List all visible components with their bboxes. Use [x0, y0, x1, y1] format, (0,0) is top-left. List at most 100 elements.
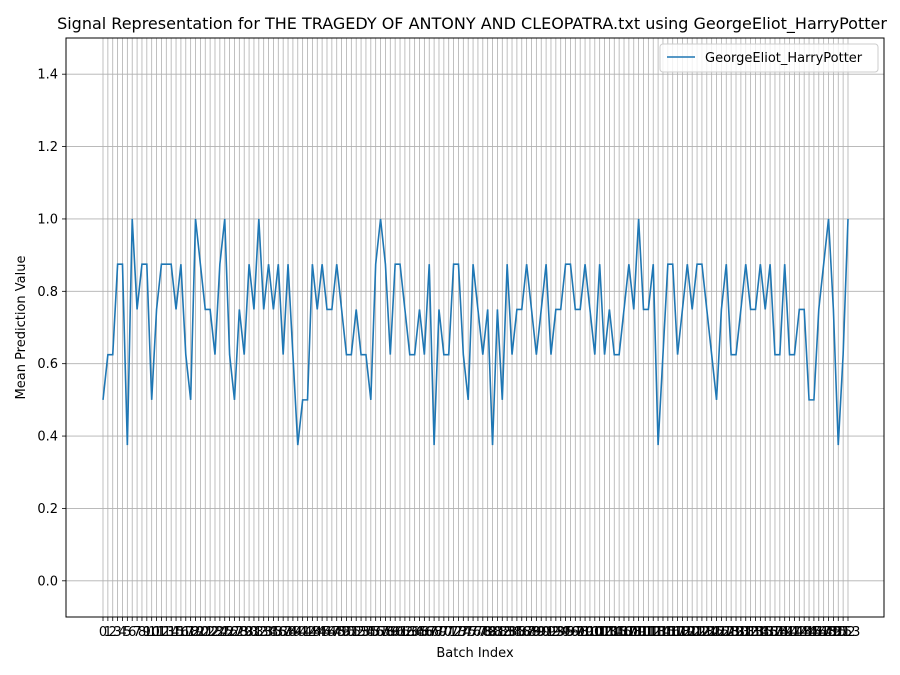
x-tick-label: 92: [543, 625, 560, 640]
x-tick-label: 55: [363, 625, 380, 640]
x-tick-label: 15: [168, 625, 185, 640]
x-tick-label: 5: [123, 625, 131, 640]
x-tick-label: 52: [348, 625, 365, 640]
x-tick-label: 48: [328, 625, 345, 640]
x-tick-label: 136: [753, 625, 778, 640]
x-tick-label: 54: [358, 625, 375, 640]
x-tick-label: 94: [552, 625, 569, 640]
x-tick-label: 53: [353, 625, 370, 640]
y-tick-label: 0.4: [37, 430, 58, 445]
x-tick-label: 13: [158, 625, 175, 640]
x-tick-label: 143: [787, 625, 812, 640]
x-tick-label: 139: [767, 625, 792, 640]
x-tick-label: 84: [504, 625, 521, 640]
x-tick-label: 38: [280, 625, 297, 640]
x-tick-label: 112: [636, 625, 661, 640]
x-tick-label: 24: [212, 625, 229, 640]
x-tick-label: 73: [450, 625, 467, 640]
x-tick-label: 135: [748, 625, 773, 640]
x-tick-label: 98: [572, 625, 589, 640]
series-line-georgeeliot-harrypotter: [102, 218, 849, 446]
x-tick-label: 144: [792, 625, 817, 640]
x-tick-label: 88: [523, 625, 540, 640]
y-tick-label: 1.2: [37, 140, 58, 155]
legend-box: [659, 43, 879, 73]
x-tick-label: 33: [255, 625, 272, 640]
x-tick-label: 19: [187, 625, 204, 640]
x-tick-label: 71: [440, 625, 457, 640]
x-tick-label: 36: [270, 625, 287, 640]
x-tick-label: 7: [133, 625, 141, 640]
x-tick-label: 146: [802, 625, 827, 640]
x-gridlines: [102, 38, 849, 617]
x-tick-label: 62: [397, 625, 414, 640]
x-tick-label: 3: [113, 625, 121, 640]
x-tick-label: 105: [602, 625, 627, 640]
x-tick-label: 141: [777, 625, 802, 640]
x-tick-label: 118: [665, 625, 690, 640]
x-tick-label: 107: [612, 625, 637, 640]
x-tick-label: 11: [148, 625, 165, 640]
x-tick-label: 8: [138, 625, 146, 640]
x-tick-label: 9: [143, 625, 151, 640]
x-tick-label: 70: [436, 625, 453, 640]
x-tick-label: 6: [128, 625, 136, 640]
x-tick-label: 42: [299, 625, 316, 640]
x-tick-label: 60: [387, 625, 404, 640]
x-axis-label: Batch Index: [436, 646, 514, 661]
x-tick-label: 2: [109, 625, 117, 640]
x-tick-label: 0: [99, 625, 107, 640]
x-tick-label: 99: [577, 625, 594, 640]
x-tick-label: 18: [182, 625, 199, 640]
x-tick-label: 46: [319, 625, 336, 640]
x-tick-label: 43: [304, 625, 321, 640]
y-tick-label: 0.8: [37, 285, 58, 300]
x-tick-label: 126: [704, 625, 729, 640]
x-tick-label: 111: [631, 625, 656, 640]
y-gridlines: [66, 73, 884, 582]
x-axis-ticks: 0123456789101112131415161718192021222324…: [99, 617, 860, 640]
x-tick-label: 10: [143, 625, 160, 640]
x-tick-label: 29: [236, 625, 253, 640]
x-tick-label: 125: [699, 625, 724, 640]
x-tick-label: 57: [372, 625, 389, 640]
x-tick-label: 137: [758, 625, 783, 640]
x-tick-label: 89: [528, 625, 545, 640]
x-tick-label: 83: [499, 625, 516, 640]
x-tick-label: 140: [772, 625, 797, 640]
x-tick-label: 151: [826, 625, 851, 640]
x-tick-label: 31: [246, 625, 263, 640]
x-tick-label: 51: [343, 625, 360, 640]
x-tick-label: 35: [265, 625, 282, 640]
x-tick-label: 65: [411, 625, 428, 640]
x-tick-label: 95: [557, 625, 574, 640]
x-tick-label: 32: [251, 625, 268, 640]
x-tick-label: 47: [324, 625, 341, 640]
x-tick-label: 131: [728, 625, 753, 640]
x-tick-label: 26: [221, 625, 238, 640]
x-tick-label: 122: [685, 625, 710, 640]
x-tick-label: 61: [392, 625, 409, 640]
x-tick-label: 150: [821, 625, 846, 640]
x-tick-label: 69: [431, 625, 448, 640]
x-tick-label: 76: [465, 625, 482, 640]
y-tick-label: 0.2: [37, 502, 58, 517]
x-tick-label: 113: [641, 625, 666, 640]
x-tick-label: 119: [670, 625, 695, 640]
x-tick-label: 12: [153, 625, 170, 640]
legend: GeorgeEliot_HarryPotter: [659, 43, 879, 73]
x-tick-label: 117: [660, 625, 685, 640]
x-tick-label: 130: [724, 625, 749, 640]
x-tick-label: 147: [806, 625, 831, 640]
x-tick-label: 96: [562, 625, 579, 640]
x-tick-label: 59: [382, 625, 399, 640]
x-tick-label: 123: [690, 625, 715, 640]
x-tick-label: 14: [163, 625, 180, 640]
x-tick-label: 114: [646, 625, 671, 640]
x-tick-label: 108: [616, 625, 641, 640]
x-tick-label: 133: [738, 625, 763, 640]
y-tick-label: 0.0: [37, 574, 58, 589]
x-tick-label: 72: [445, 625, 462, 640]
x-tick-label: 1: [104, 625, 112, 640]
y-axis-label: Mean Prediction Value: [14, 256, 29, 400]
